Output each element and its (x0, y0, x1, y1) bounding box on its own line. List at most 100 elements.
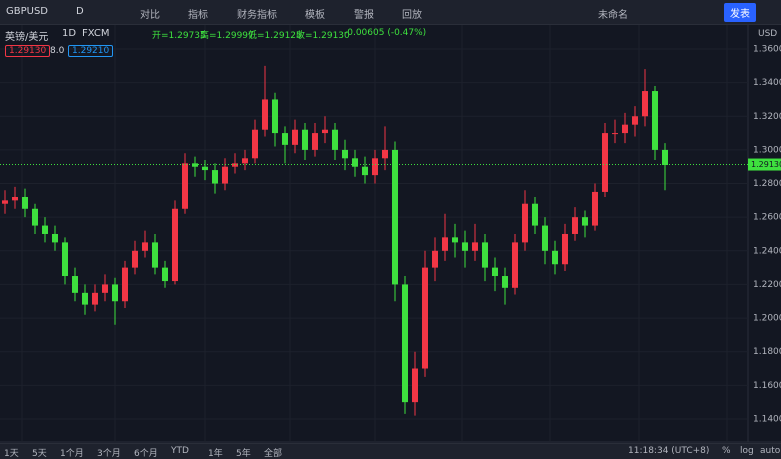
candle-body (502, 276, 508, 288)
candle-body (182, 163, 188, 209)
candle-body (232, 163, 238, 167)
range-button[interactable]: 1天 (4, 449, 19, 459)
legend-interval: 1D (62, 28, 77, 39)
candle-body (22, 196, 28, 209)
toolbar-item[interactable]: 财务指标 (237, 10, 277, 21)
candle-body (412, 368, 418, 403)
toolbar-item[interactable]: 对比 (140, 10, 160, 21)
candle-body (542, 225, 548, 251)
candle-body (392, 149, 398, 285)
candle-body (342, 149, 348, 159)
candle-body (602, 133, 608, 192)
toolbar-item[interactable]: 警报 (354, 10, 374, 21)
range-button[interactable]: 5天 (32, 449, 47, 459)
candle-body (82, 292, 88, 305)
candle-body (522, 203, 528, 243)
candle-body (452, 237, 458, 243)
last-price-label: 1.29130 (751, 160, 781, 169)
y-tick-label: 1.16000 (753, 381, 781, 391)
candle-body (432, 250, 438, 268)
candle-body (372, 158, 378, 176)
candle-body (32, 208, 38, 226)
candle-body (362, 166, 368, 176)
candle-body (462, 242, 468, 251)
candle-body (212, 170, 218, 184)
toolbar: GBPUSD D 对比 指标 财务指标 模板 警报 回放 未命名 发表 (0, 0, 781, 25)
candle-body (302, 129, 308, 150)
candle-body (112, 284, 118, 302)
range-button[interactable]: 3个月 (97, 449, 121, 459)
candle-body (562, 233, 568, 265)
candle-body (42, 225, 48, 234)
symbol[interactable]: GBPUSD (6, 6, 49, 17)
legend-source: FXCM (82, 28, 110, 39)
y-tick-label: 1.32000 (753, 112, 781, 122)
last-price-tag (748, 158, 781, 171)
candle-body (352, 158, 358, 167)
candle-body (632, 116, 638, 125)
candle-body (202, 166, 208, 171)
candle-body (72, 276, 78, 293)
candle-body (472, 242, 478, 251)
candle-body (592, 191, 598, 226)
candle-body (612, 133, 618, 135)
candle-body (622, 124, 628, 134)
currency: USD (758, 29, 778, 39)
candle-body (382, 149, 388, 159)
y-tick-label: 1.34000 (753, 78, 781, 88)
toolbar-item[interactable]: 模板 (305, 10, 325, 21)
candle-body (92, 292, 98, 305)
range-button[interactable]: 1年 (208, 449, 223, 459)
candle-body (492, 267, 498, 277)
spread: 8.0 (50, 46, 65, 56)
candle-body (582, 217, 588, 226)
y-tick-label: 1.22000 (753, 280, 781, 290)
candle-body (192, 163, 198, 167)
change: -0.00605 (-0.47%) (344, 28, 427, 38)
interval[interactable]: D (76, 6, 84, 17)
candle-body (262, 99, 268, 130)
bid[interactable]: 1.29130 (5, 45, 51, 57)
candle-body (132, 250, 138, 268)
toolbar-item[interactable]: 回放 (402, 10, 422, 21)
candle-body (332, 129, 338, 150)
y-tick-label: 1.36000 (753, 45, 781, 55)
candle-body (532, 203, 538, 226)
scale-option[interactable]: log (740, 446, 754, 456)
layout-name[interactable]: 未命名 (598, 10, 628, 21)
ohlc: 收=1.29130 (296, 31, 350, 41)
candle-body (122, 267, 128, 302)
range-button[interactable]: YTD (171, 446, 189, 456)
publish-button[interactable]: 发表 (724, 3, 756, 22)
y-tick-label: 1.24000 (753, 246, 781, 256)
candle-body (552, 250, 558, 265)
candle-body (402, 284, 408, 403)
toolbar-item[interactable]: 指标 (188, 10, 208, 21)
ohlc: 低=1.29125 (248, 31, 302, 41)
y-tick-label: 1.28000 (753, 179, 781, 189)
candle-body (142, 242, 148, 251)
y-tick-label: 1.14000 (753, 414, 781, 424)
clock[interactable]: 11:18:34 (UTC+8) (628, 446, 710, 456)
candle-body (512, 242, 518, 288)
candle-body (242, 158, 248, 164)
range-button[interactable]: 5年 (236, 449, 251, 459)
y-tick-label: 1.20000 (753, 314, 781, 324)
candle-body (162, 267, 168, 282)
candle-body (312, 133, 318, 150)
candle-body (272, 99, 278, 134)
candle-body (322, 129, 328, 134)
range-button[interactable]: 1个月 (60, 449, 84, 459)
range-button[interactable]: 全部 (264, 449, 283, 459)
candle-body (222, 166, 228, 184)
candle-body (662, 149, 668, 166)
ohlc: 高=1.29997 (200, 31, 254, 41)
candle-body (252, 129, 258, 159)
scale-option[interactable]: % (722, 446, 731, 456)
ask[interactable]: 1.29210 (68, 45, 114, 57)
candle-body (642, 91, 648, 117)
instrument-name: 英镑/美元 (5, 32, 49, 43)
scale-option[interactable]: auto (760, 446, 781, 456)
range-button[interactable]: 6个月 (134, 449, 158, 459)
y-tick-label: 1.18000 (753, 347, 781, 357)
